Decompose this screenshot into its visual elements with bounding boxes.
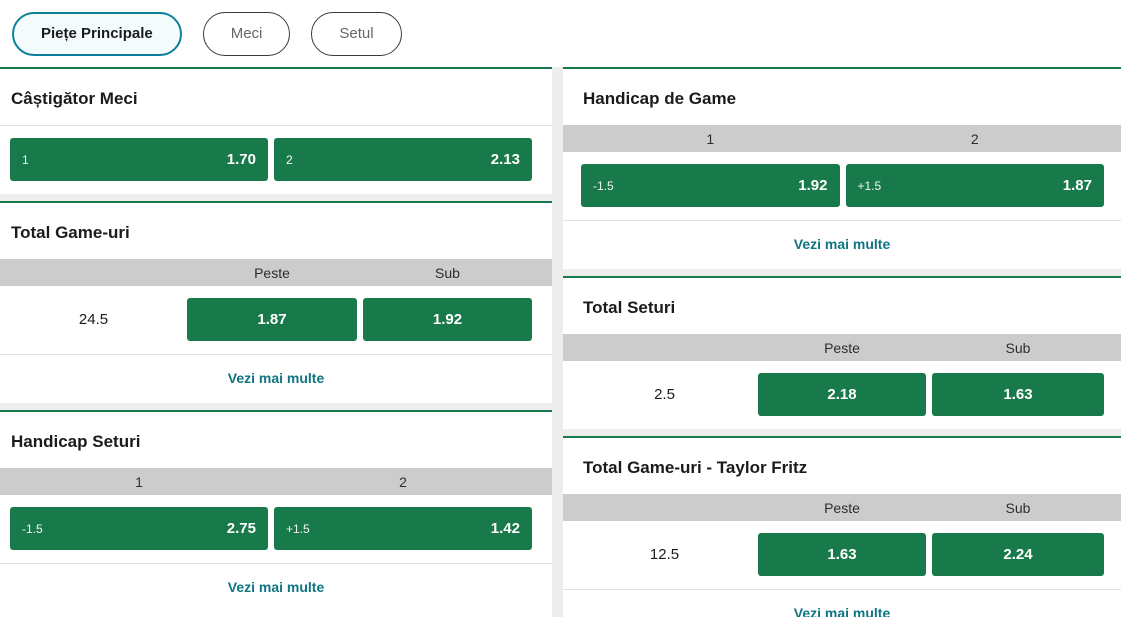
odds-button-handicap-plus[interactable]: +1.5 1.87: [845, 164, 1104, 207]
odds-button-under[interactable]: 2.24: [932, 533, 1104, 576]
handicap-label: +1.5: [857, 178, 882, 193]
column-header-bar: Peste Sub: [563, 494, 1121, 521]
odds-value: 1.70: [226, 151, 256, 168]
odds-button-handicap-plus[interactable]: +1.5 1.42: [274, 507, 532, 550]
divider: [0, 563, 552, 564]
market-title: Total Game-uri - Taylor Fritz: [583, 458, 808, 477]
odds-button-under[interactable]: 1.92: [363, 298, 532, 341]
divider: [563, 589, 1121, 590]
odds-value: 2.18: [827, 386, 857, 403]
header-under: Sub: [1005, 339, 1031, 356]
divider: [563, 220, 1121, 221]
column-header-bar: Peste Sub: [563, 334, 1121, 361]
odds-button-over[interactable]: 1.87: [187, 298, 357, 341]
show-more-link[interactable]: Vezi mai multe: [793, 605, 891, 617]
odds-row: 1 1.70 2 2.13: [0, 126, 552, 194]
market-total-games-taylor-fritz: Total Game-uri - Taylor Fritz Peste Sub …: [563, 436, 1121, 617]
line-value: 24.5: [78, 311, 109, 328]
odds-value: 1.63: [827, 546, 857, 563]
header-1: 1: [706, 130, 715, 147]
odds-button-over[interactable]: 2.18: [758, 373, 926, 416]
left-market-column: Câștigător Meci 1 1.70 2 2.13 Total Game…: [0, 67, 552, 617]
handicap-label: -1.5: [593, 178, 614, 193]
divider: [0, 125, 552, 126]
header-empty: [577, 334, 752, 361]
odds-value: 1.42: [490, 520, 520, 537]
show-more-link[interactable]: Vezi mai multe: [227, 579, 325, 595]
selection-label: 2: [286, 152, 293, 167]
odds-value: 1.92: [798, 177, 828, 194]
show-more-link[interactable]: Vezi mai multe: [227, 370, 325, 386]
odds-button-player2[interactable]: 2 2.13: [274, 138, 532, 181]
header-over: Peste: [824, 339, 860, 356]
show-more-row: Vezi mai multe: [0, 564, 552, 612]
odds-value: 2.24: [1003, 546, 1033, 563]
line-value: 12.5: [649, 546, 680, 563]
tab-piete-principale[interactable]: Piețe Principale: [12, 11, 182, 56]
market-title: Total Seturi: [583, 298, 676, 317]
odds-button-handicap-minus[interactable]: -1.5 1.92: [581, 164, 840, 207]
handicap-label: +1.5: [286, 521, 310, 536]
odds-button-over[interactable]: 1.63: [758, 533, 926, 576]
show-more-link[interactable]: Vezi mai multe: [793, 236, 891, 252]
divider: [0, 354, 552, 355]
odds-row: -1.5 2.75 +1.5 1.42: [0, 495, 552, 563]
tab-meci[interactable]: Meci: [202, 11, 291, 56]
odds-button-handicap-minus[interactable]: -1.5 2.75: [10, 507, 268, 550]
market-set-handicap: Handicap Seturi 1 2 -1.5 2.75 +1.5 1.42 …: [0, 410, 552, 617]
show-more-row: Vezi mai multe: [0, 355, 552, 403]
odds-value: 2.13: [490, 151, 520, 168]
header-over: Peste: [254, 264, 290, 281]
market-title: Câștigător Meci: [11, 89, 138, 108]
selection-label: 1: [22, 152, 29, 167]
header-1: 1: [135, 473, 143, 490]
odds-value: 1.63: [1003, 386, 1033, 403]
market-title: Handicap de Game: [583, 89, 737, 108]
header-2: 2: [399, 473, 407, 490]
market-total-games: Total Game-uri Peste Sub 24.5 1.87 1.92 …: [0, 201, 552, 403]
line-value: 2.5: [654, 386, 675, 403]
tab-setul[interactable]: Setul: [311, 11, 402, 56]
handicap-label: -1.5: [22, 521, 43, 536]
odds-value: 2.75: [226, 520, 256, 537]
header-2: 2: [970, 130, 979, 147]
market-title: Handicap Seturi: [11, 432, 141, 451]
odds-value: 1.87: [257, 311, 287, 328]
odds-row: -1.5 1.92 +1.5 1.87: [563, 152, 1121, 220]
market-game-handicap: Handicap de Game 1 2 -1.5 1.92 +1.5 1.87…: [563, 67, 1121, 269]
header-empty: [577, 494, 752, 521]
odds-row: 2.5 2.18 1.63: [563, 361, 1121, 429]
odds-button-under[interactable]: 1.63: [932, 373, 1104, 416]
odds-button-player1[interactable]: 1 1.70: [10, 138, 268, 181]
column-header-bar: 1 2: [563, 125, 1121, 152]
market-title: Total Game-uri: [11, 223, 130, 242]
market-total-sets: Total Seturi Peste Sub 2.5 2.18 1.63: [563, 276, 1121, 429]
column-header-bar: Peste Sub: [0, 259, 552, 286]
market-group-tabs: Piețe Principale Meci Setul: [0, 0, 1121, 67]
odds-value: 1.92: [432, 311, 463, 328]
right-market-column: Handicap de Game 1 2 -1.5 1.92 +1.5 1.87…: [563, 67, 1121, 617]
show-more-row: Vezi mai multe: [563, 221, 1121, 269]
header-under: Sub: [435, 264, 460, 281]
odds-row: 24.5 1.87 1.92: [0, 286, 552, 354]
market-match-winner: Câștigător Meci 1 1.70 2 2.13: [0, 67, 552, 194]
column-header-bar: 1 2: [0, 468, 552, 495]
header-over: Peste: [824, 499, 860, 516]
show-more-row: Vezi mai multe: [563, 590, 1121, 617]
header-empty: [6, 259, 181, 286]
odds-value: 1.87: [1062, 177, 1092, 194]
header-under: Sub: [1005, 499, 1031, 516]
odds-row: 12.5 1.63 2.24: [563, 521, 1121, 589]
markets-layout: Câștigător Meci 1 1.70 2 2.13 Total Game…: [0, 67, 1121, 617]
